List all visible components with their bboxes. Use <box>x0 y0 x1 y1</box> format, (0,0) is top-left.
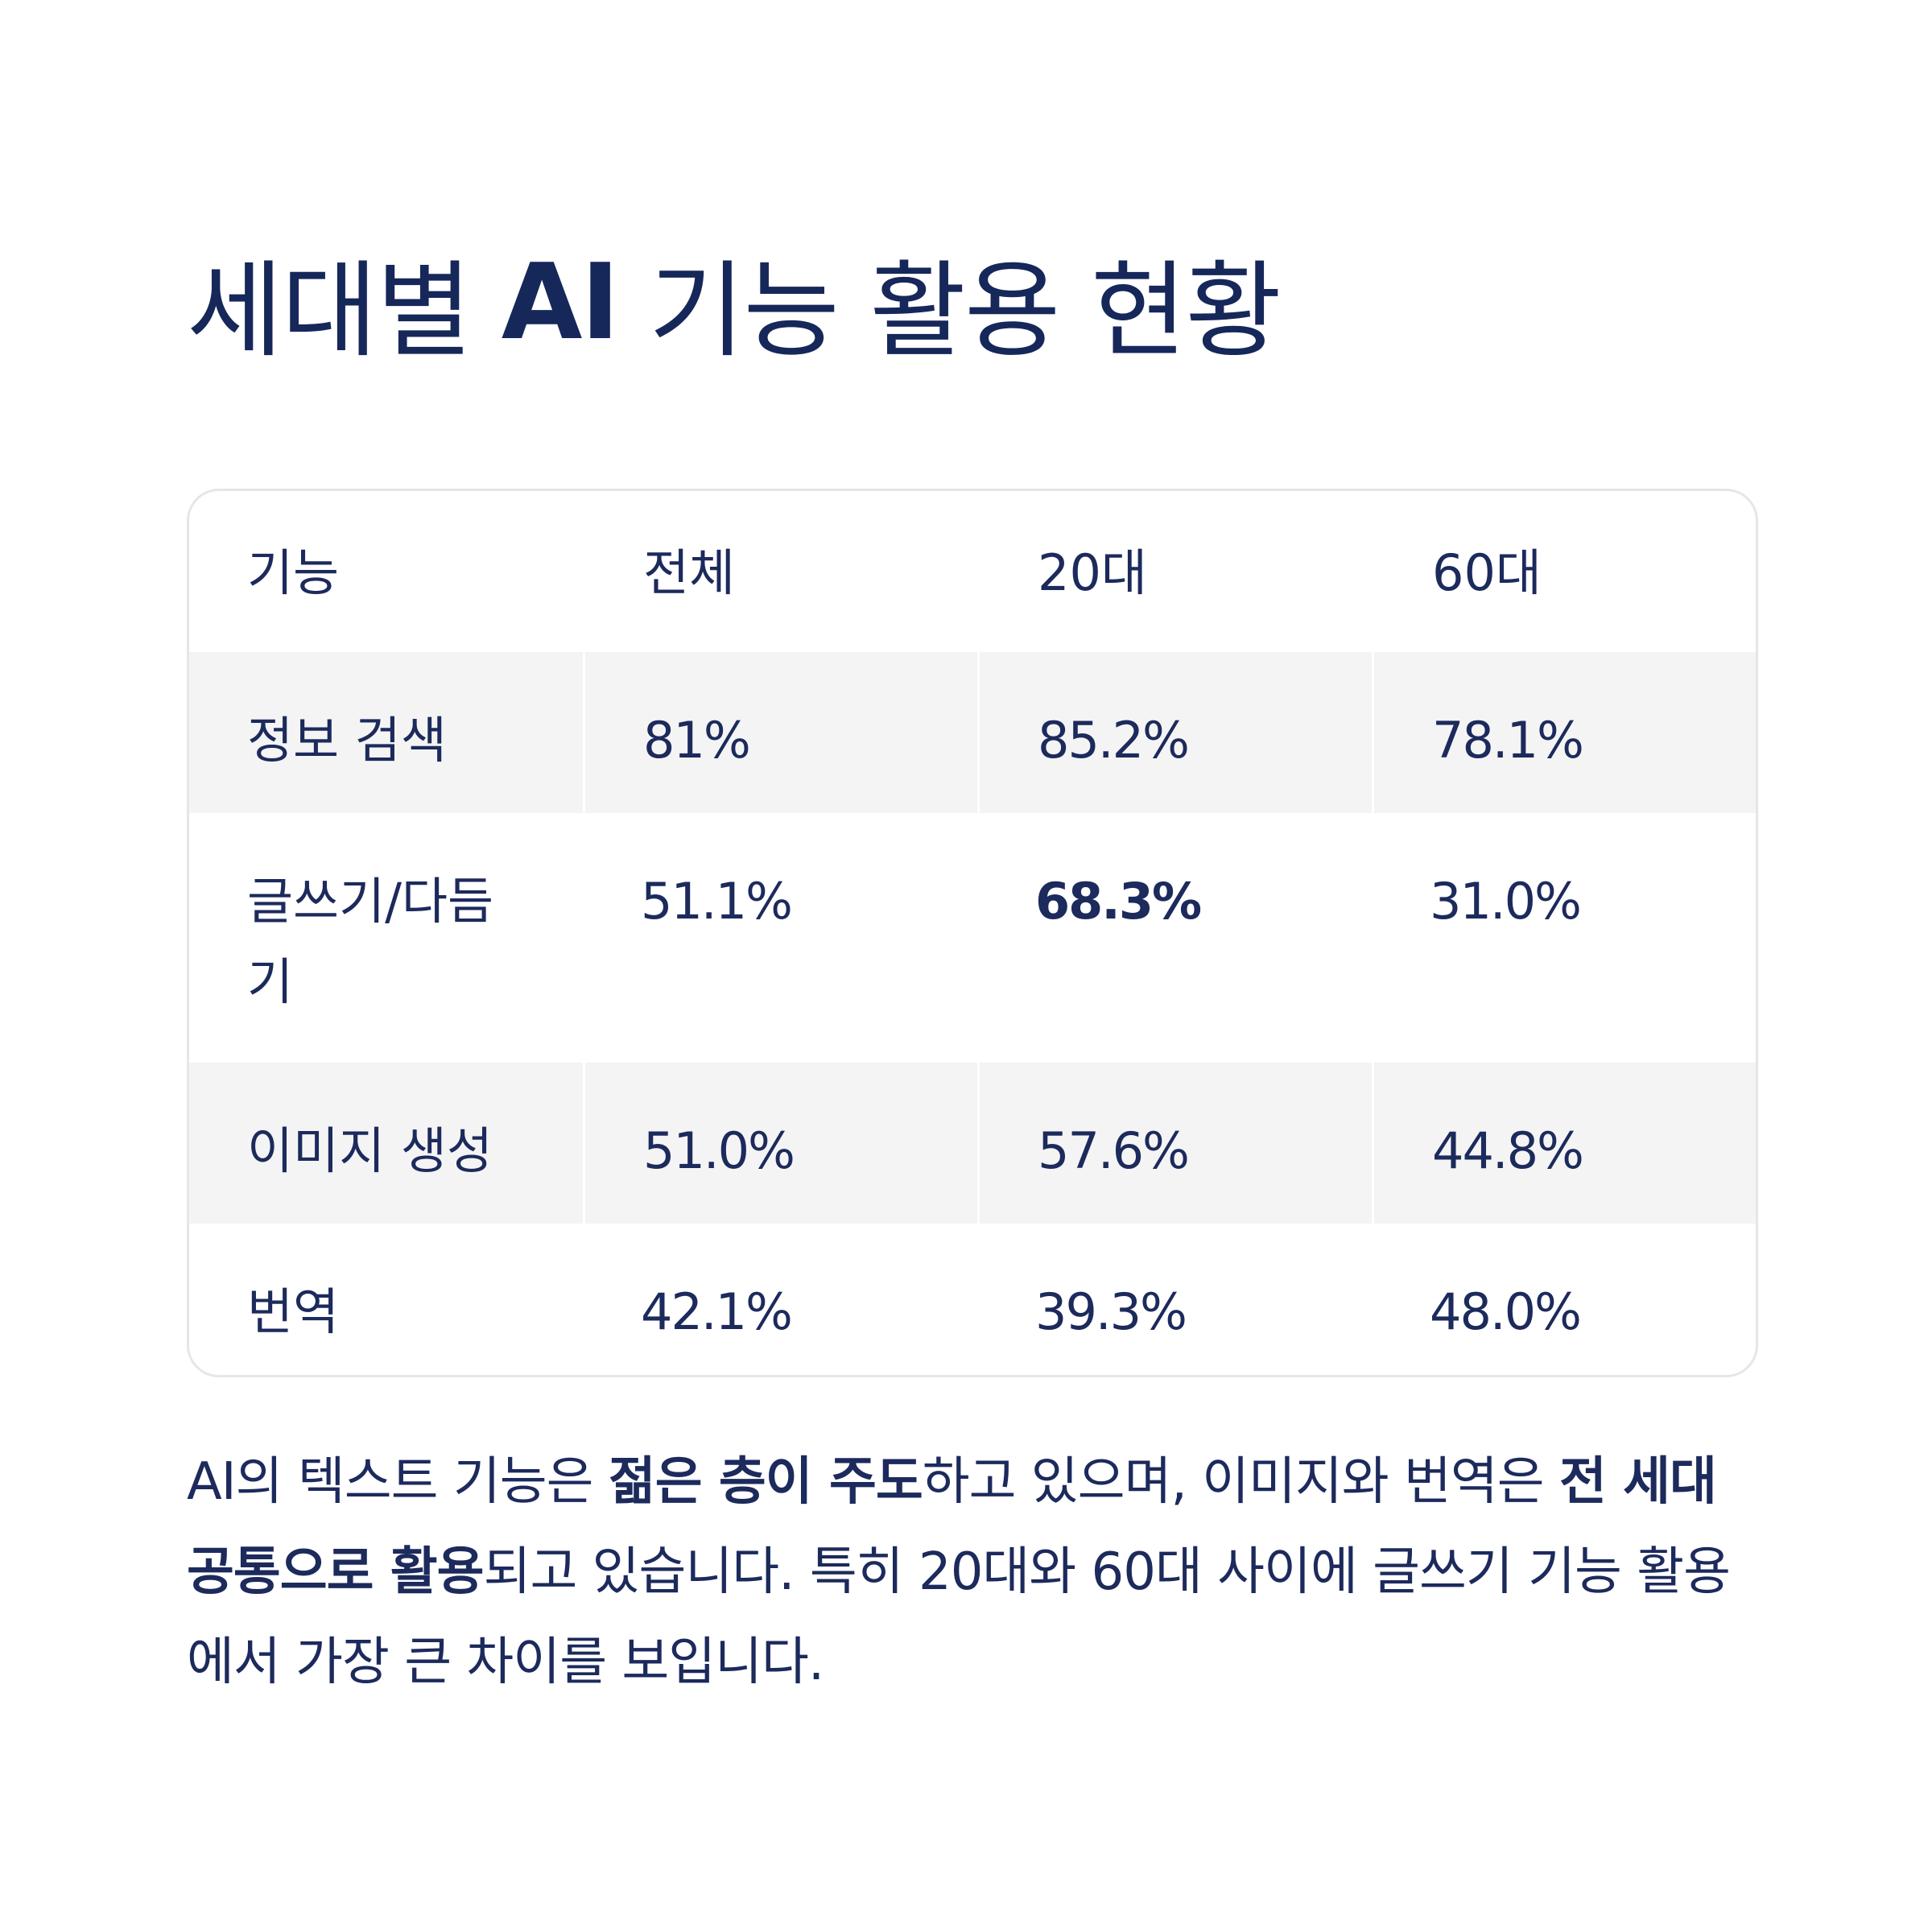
table-row: 글쓰기/다듬기 51.1% 68.3% 31.0% <box>189 813 1756 1063</box>
value-age20-highlight: 68.3% <box>1035 872 1202 931</box>
page-title: 세대별 AI 기능 활용 현황 <box>187 241 1282 372</box>
value-total: 81% <box>643 711 751 770</box>
cell-feature: 정보 검색 <box>247 711 447 770</box>
table-row: 정보 검색 81% 85.2% 78.1% <box>189 652 1756 813</box>
cell-age20: 68.3% <box>977 813 1372 1063</box>
cell-feature: 이미지 생성 <box>247 1121 493 1180</box>
value-total: 42.1% <box>641 1282 793 1341</box>
title-part-2: AI <box>501 241 620 363</box>
header-feature: 기능 <box>247 543 340 602</box>
value-total: 51.1% <box>641 872 793 931</box>
cell-age20: 57.6% <box>977 1063 1372 1224</box>
table-header-row: 기능 전체 20대 60대 <box>189 491 1756 652</box>
value-age20: 39.3% <box>1035 1282 1187 1341</box>
table-row: 번역 42.1% 39.3% 48.0% <box>189 1224 1756 1375</box>
value-age60: 48.0% <box>1430 1282 1582 1341</box>
cell-feature: 번역 <box>247 1282 340 1341</box>
summary-emphasis-1: 젊은 층이 주도 <box>608 1452 923 1512</box>
cell-age60: 44.8% <box>1372 1063 1756 1224</box>
cell-age60: 31.0% <box>1372 813 1756 1063</box>
title-part-1: 세대별 <box>187 250 473 372</box>
summary-emphasis-2: 전 세대 공통으로 활용 <box>187 1452 1717 1602</box>
summary-text-2: 하고 있으며, 이미지와 번역은 <box>922 1452 1559 1512</box>
stats-table: 기능 전체 20대 60대 정보 검색 81% 85.2% 78.1% 글쓰기/… <box>187 489 1758 1377</box>
cell-age20: 39.3% <box>977 1224 1372 1375</box>
cell-total: 51.0% <box>583 1063 977 1224</box>
header-age20: 20대 <box>1038 543 1147 602</box>
value-age60: 31.0% <box>1430 872 1582 931</box>
cell-total: 81% <box>583 652 977 813</box>
cell-age60: 48.0% <box>1372 1224 1756 1375</box>
cell-total: 51.1% <box>583 813 977 1063</box>
cell-feature: 글쓰기/다듬기 <box>247 813 577 1063</box>
title-part-3: 기능 활용 현황 <box>648 250 1282 372</box>
value-total: 51.0% <box>643 1121 795 1180</box>
cell-total: 42.1% <box>583 1224 977 1375</box>
value-age20: 85.2% <box>1038 711 1190 770</box>
table-row: 이미지 생성 51.0% 57.6% 44.8% <box>189 1063 1756 1224</box>
feature-label: 글쓰기/다듬기 <box>247 872 494 1011</box>
header-age60: 60대 <box>1432 543 1542 602</box>
value-age60: 44.8% <box>1432 1121 1584 1180</box>
cell-age60: 78.1% <box>1372 652 1756 813</box>
cell-age20: 85.2% <box>977 652 1372 813</box>
summary-text-1: AI의 텍스트 기능은 <box>187 1452 609 1512</box>
value-age60: 78.1% <box>1432 711 1584 770</box>
summary-paragraph: AI의 텍스트 기능은 젊은 층이 주도하고 있으며, 이미지와 번역은 전 세… <box>187 1437 1758 1707</box>
value-age20: 57.6% <box>1038 1121 1190 1180</box>
summary-text-3: 되고 있습니다. 특히 20대와 60대 사이에 글쓰기 기능 활용에서 가장 … <box>187 1542 1731 1692</box>
header-total: 전체 <box>643 543 736 602</box>
